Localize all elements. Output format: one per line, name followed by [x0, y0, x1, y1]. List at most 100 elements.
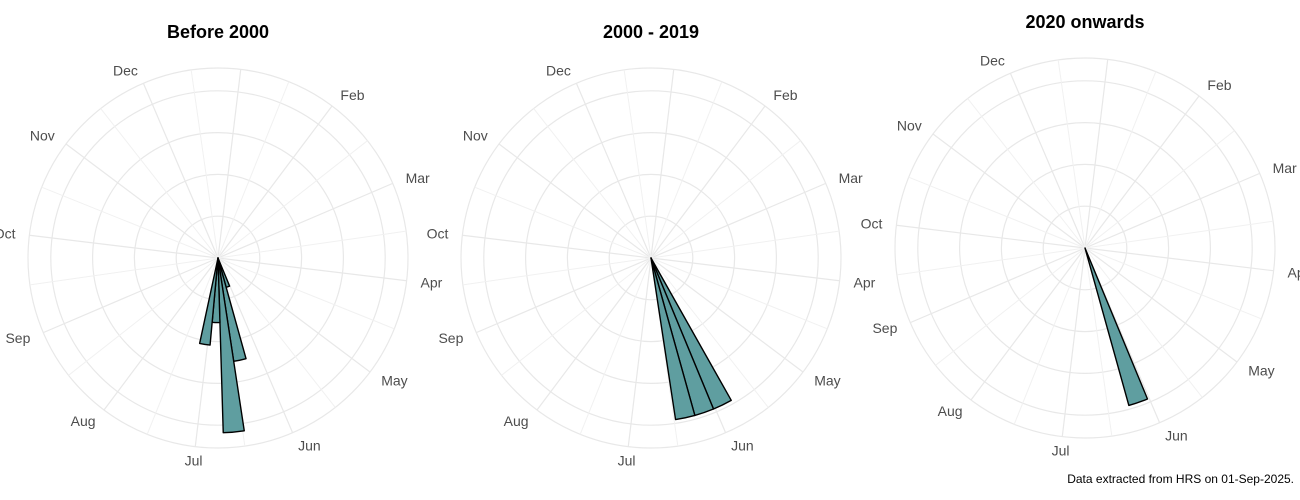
month-label-mar: Mar: [839, 170, 863, 186]
bar-wedge: [198, 257, 219, 346]
grid-ring: [483, 90, 819, 426]
grid-spoke: [1061, 247, 1086, 437]
bar-wedge: [217, 257, 245, 434]
month-label-sep: Sep: [5, 330, 30, 346]
grid-spoke-minor: [650, 257, 828, 330]
grid-spoke: [462, 234, 652, 259]
month-label-nov: Nov: [30, 128, 55, 144]
grid-ring: [958, 121, 1211, 375]
month-label-dec: Dec: [113, 62, 138, 78]
month-label-nov: Nov: [897, 118, 922, 134]
grid-spoke-minor: [1013, 247, 1086, 425]
grid-spoke: [498, 143, 652, 259]
month-label-oct: Oct: [427, 226, 449, 242]
grid-spoke: [1084, 247, 1238, 363]
month-label-may: May: [381, 372, 407, 388]
grid-spoke: [476, 257, 652, 334]
grid-spoke-minor: [650, 257, 769, 408]
grid-spoke-minor: [501, 257, 652, 376]
grid-spoke: [970, 247, 1086, 401]
month-label-apr: Apr: [1288, 264, 1300, 280]
grid-spoke-minor: [217, 140, 368, 259]
grid-spoke: [1084, 247, 1274, 272]
grid-ring: [524, 132, 777, 385]
month-label-feb: Feb: [773, 87, 797, 103]
grid-ring: [566, 173, 736, 343]
month-label-apr: Apr: [854, 274, 876, 290]
month-label-dec: Dec: [980, 52, 1005, 68]
month-label-aug: Aug: [71, 413, 96, 429]
month-label-jun: Jun: [731, 438, 754, 454]
grid-spoke: [910, 247, 1086, 324]
grid-spoke-minor: [650, 81, 723, 259]
grid-spoke-minor: [1084, 247, 1113, 437]
data-source-caption: Data extracted from HRS on 01-Sep-2025.: [1067, 472, 1294, 486]
grid-spoke: [575, 83, 652, 259]
grid-ring: [27, 67, 409, 449]
grid-spoke: [1084, 95, 1200, 249]
grid-spoke-minor: [935, 247, 1086, 366]
grid-ring: [894, 57, 1276, 439]
grid-spoke: [627, 257, 652, 447]
grid-spoke: [217, 257, 407, 282]
month-label-feb: Feb: [1207, 77, 1231, 93]
month-label-mar: Mar: [406, 170, 430, 186]
grid-spoke: [536, 257, 652, 411]
grid-spoke-minor: [1084, 220, 1274, 249]
grid-spoke-minor: [462, 257, 652, 286]
grid-spoke-minor: [29, 257, 219, 286]
grid-spoke: [1084, 172, 1260, 249]
panel-title: 2020 onwards: [1025, 12, 1144, 32]
grid-spoke: [103, 257, 219, 411]
grid-ring: [460, 67, 842, 449]
month-label-jul: Jul: [185, 453, 203, 469]
grid-spoke-minor: [1084, 247, 1203, 398]
panel-title: 2000 - 2019: [603, 22, 699, 42]
polar-panel-2: 2000 - 2019 Feb Mar Apr May Jun Jul Aug Sep Oct No…: [427, 22, 876, 469]
grid-spoke-minor: [533, 108, 652, 259]
grid-ring: [1000, 163, 1170, 333]
grid-spoke: [650, 182, 826, 259]
grid-spoke: [43, 257, 219, 334]
grid-spoke-minor: [474, 186, 652, 259]
bar-wedge: [650, 257, 696, 421]
month-label-sep: Sep: [438, 330, 463, 346]
grid-spoke-minor: [908, 176, 1086, 249]
grid-spoke-minor: [967, 98, 1086, 249]
month-label-may: May: [814, 372, 840, 388]
grid-spoke-minor: [1084, 247, 1262, 320]
month-label-jul: Jul: [1052, 443, 1070, 459]
grid-spoke: [217, 105, 333, 259]
month-label-feb: Feb: [340, 87, 364, 103]
grid-spoke: [217, 182, 393, 259]
grid-ring: [50, 90, 386, 426]
grid-spoke-minor: [100, 108, 219, 259]
grid-spoke-minor: [217, 257, 336, 408]
grid-spoke-minor: [41, 186, 219, 259]
month-label-may: May: [1248, 362, 1274, 378]
panel-title: Before 2000: [167, 22, 269, 42]
month-label-aug: Aug: [938, 403, 963, 419]
month-label-dec: Dec: [546, 62, 571, 78]
month-label-oct: Oct: [0, 226, 16, 242]
grid-ring: [91, 132, 345, 385]
grid-spoke: [932, 133, 1086, 249]
grid-spoke: [650, 257, 840, 282]
grid-spoke: [65, 143, 219, 259]
month-label-jun: Jun: [1165, 428, 1188, 444]
grid-spoke-minor: [650, 230, 840, 259]
grid-spoke-minor: [650, 140, 801, 259]
grid-spoke-minor: [217, 230, 407, 259]
grid-spoke: [217, 257, 371, 373]
grid-spoke-minor: [217, 257, 395, 330]
grid-ring: [1042, 205, 1128, 291]
month-label-jul: Jul: [618, 453, 636, 469]
month-label-apr: Apr: [421, 274, 443, 290]
grid-spoke: [650, 257, 804, 373]
grid-ring: [608, 215, 694, 301]
grid-spoke-minor: [896, 247, 1086, 276]
grid-spoke-minor: [190, 69, 219, 259]
grid-spoke-minor: [1057, 59, 1086, 249]
grid-spoke-minor: [1084, 71, 1157, 249]
grid-spoke: [650, 105, 766, 259]
